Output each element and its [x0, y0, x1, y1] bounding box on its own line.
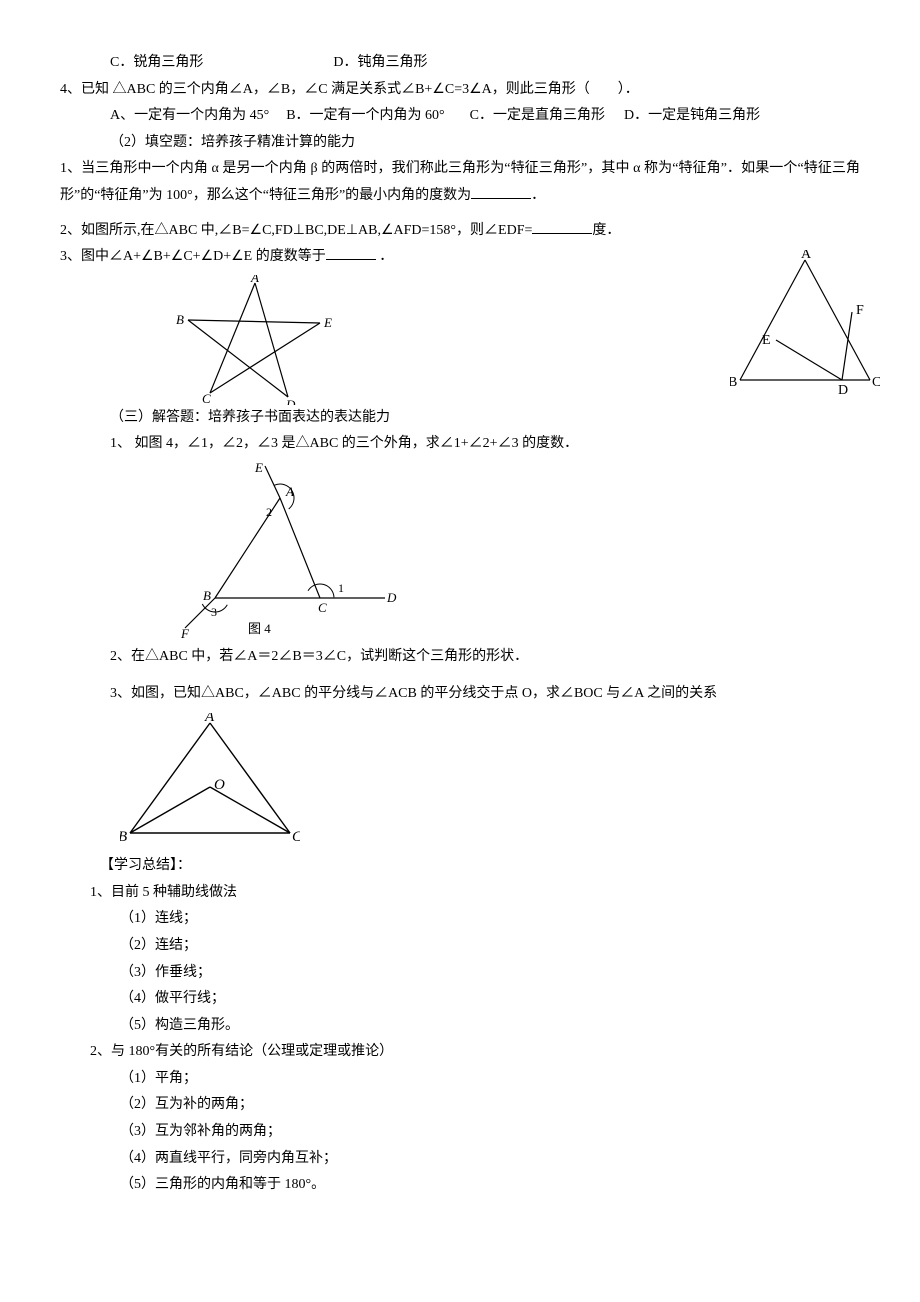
q4-stem: 4、已知 △ABC 的三个内角∠A，∠B，∠C 满足关系式∠B+∠C=3∠A，则…: [60, 77, 860, 104]
q4-opt-b: B．一定有一个内角为 60°: [286, 108, 444, 123]
svg-text:A: A: [285, 484, 294, 499]
q4-opt-a: A、一定有一个内角为 45°: [110, 108, 269, 123]
fill-q2-end: 度．: [592, 223, 620, 238]
summary-s2-1: （1）平角；: [60, 1066, 860, 1093]
fill-q3-blank: [326, 246, 376, 260]
summary-s1-4: （4）做平行线；: [60, 986, 860, 1013]
svg-text:D: D: [386, 590, 397, 605]
summary-s2-3: （3）互为邻补角的两角；: [60, 1119, 860, 1146]
solve-heading: （三）解答题：培养孩子书面表达的表达能力: [60, 405, 860, 432]
summary-s1-1: （1）连线；: [60, 906, 860, 933]
fill-q3-end: ．: [376, 249, 394, 264]
svg-text:B: B: [730, 375, 737, 390]
summary-s2: 2、与 180°有关的所有结论（公理或定理或推论）: [60, 1039, 860, 1066]
summary-s2-2: （2）互为补的两角；: [60, 1092, 860, 1119]
q3-opt-c: C．锐角三角形: [110, 50, 203, 77]
fill-q1-blank: [471, 185, 531, 199]
svg-text:F: F: [856, 303, 864, 318]
svg-text:D: D: [285, 397, 296, 405]
svg-text:A: A: [801, 250, 812, 262]
svg-text:E: E: [323, 315, 332, 330]
figure-boc: A B C O: [120, 713, 860, 843]
svg-text:F: F: [180, 626, 190, 638]
summary-s1-2: （2）连结；: [60, 933, 860, 960]
svg-text:O: O: [214, 777, 225, 793]
figure-triangle-afd: A B C D E F: [730, 250, 880, 400]
svg-text:C: C: [318, 600, 327, 615]
svg-text:1: 1: [338, 581, 344, 595]
svg-text:2: 2: [266, 505, 272, 519]
fill-q1-text: 1、当三角形中一个内角 α 是另一个内角 β 的两倍时，我们称此三角形为“特征三…: [60, 161, 860, 203]
svg-text:C: C: [872, 375, 880, 390]
q4-opt-c: C．一定是直角三角形: [470, 108, 605, 123]
svg-text:C: C: [292, 829, 300, 843]
summary-s2-4: （4）两直线平行，同旁内角互补；: [60, 1146, 860, 1173]
fill-q1: 1、当三角形中一个内角 α 是另一个内角 β 的两倍时，我们称此三角形为“特征三…: [60, 156, 860, 209]
q4-opt-d: D．一定是钝角三角形: [624, 108, 760, 123]
svg-text:E: E: [254, 460, 263, 475]
svg-text:A: A: [204, 713, 215, 725]
figure-exterior-angles: A B C D E F 1 2 3 图 4: [170, 458, 860, 638]
summary-heading: 【学习总结】：: [60, 853, 860, 880]
fill-q2: 2、如图所示,在△ABC 中,∠B=∠C,FD⊥BC,DE⊥AB,∠AFD=15…: [60, 218, 860, 245]
solve-q1: 1、 如图 4，∠1，∠2，∠3 是△ABC 的三个外角，求∠1+∠2+∠3 的…: [60, 431, 860, 458]
q4-options: A、一定有一个内角为 45° B．一定有一个内角为 60° C．一定是直角三角形…: [60, 103, 860, 130]
svg-text:3: 3: [211, 605, 217, 619]
svg-text:图 4: 图 4: [248, 621, 271, 636]
fill-q3-text: 3、图中∠A+∠B+∠C+∠D+∠E 的度数等于: [60, 249, 326, 264]
fill-q2-text: 2、如图所示,在△ABC 中,∠B=∠C,FD⊥BC,DE⊥AB,∠AFD=15…: [60, 223, 532, 238]
solve-q3: 3、如图，已知△ABC，∠ABC 的平分线与∠ACB 的平分线交于点 O，求∠B…: [60, 681, 860, 708]
q3-options-cd: C．锐角三角形 D．钝角三角形: [60, 50, 860, 77]
summary-s2-5: （5）三角形的内角和等于 180°。: [60, 1172, 860, 1199]
summary-s1-3: （3）作垂线；: [60, 960, 860, 987]
svg-text:A: A: [250, 275, 259, 285]
q3-opt-d: D．钝角三角形: [333, 50, 427, 77]
fill-heading: （2）填空题：培养孩子精准计算的能力: [60, 130, 860, 157]
svg-text:B: B: [176, 312, 184, 327]
solve-q2: 2、在△ABC 中，若∠A＝2∠B＝3∠C，试判断这个三角形的形状．: [60, 644, 860, 671]
svg-text:E: E: [762, 333, 771, 348]
svg-text:B: B: [203, 588, 211, 603]
fill-q2-blank: [532, 220, 592, 234]
summary-s1: 1、目前 5 种辅助线做法: [60, 880, 860, 907]
summary-s1-5: （5）构造三角形。: [60, 1013, 860, 1040]
fill-q1-end: ．: [531, 188, 545, 203]
svg-text:C: C: [202, 391, 211, 405]
svg-text:D: D: [838, 383, 848, 398]
svg-text:B: B: [120, 829, 127, 843]
